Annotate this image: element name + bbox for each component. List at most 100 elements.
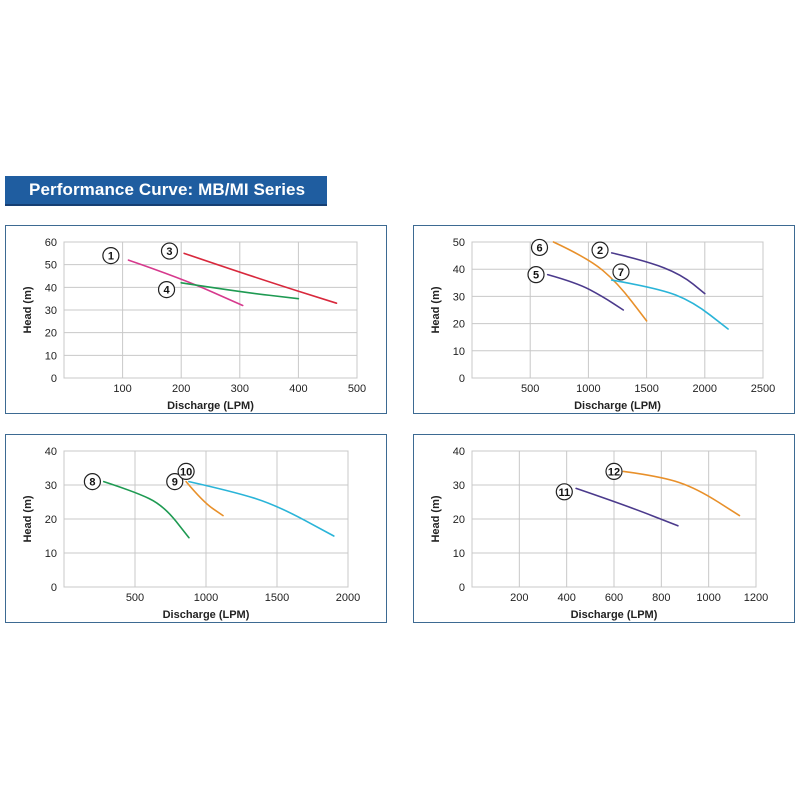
y-tick-label: 10 — [453, 548, 465, 560]
series-badge-1 — [102, 247, 120, 265]
series-badge-label-11: 11 — [558, 487, 570, 499]
title-banner: Performance Curve: MB/MI Series — [5, 176, 327, 206]
y-tick-label: 10 — [453, 346, 465, 358]
y-axis-label: Head (m) — [430, 495, 442, 542]
y-tick-label: 0 — [51, 582, 57, 594]
chart-panel-1: 0 10 20 30 40 50 60 100 200 300 400 500 Discharge (L… — [5, 225, 387, 414]
y-tick-label: 30 — [45, 480, 57, 492]
series-badge-label-5: 5 — [533, 270, 539, 282]
plot-frame — [63, 450, 349, 588]
y-tick-label: 30 — [453, 480, 465, 492]
series-line-7 — [610, 279, 729, 330]
series-badge-label-10: 10 — [180, 466, 192, 478]
x-tick-label: 800 — [652, 592, 670, 604]
y-tick-label: 10 — [45, 548, 57, 560]
series-badge-10 — [177, 462, 195, 481]
series-badge-label-6: 6 — [536, 242, 542, 254]
series-line-3 — [183, 252, 338, 304]
x-tick-label: 100 — [113, 383, 131, 395]
series-badge-label-12: 12 — [608, 466, 620, 478]
x-tick-label: 2000 — [336, 592, 360, 604]
y-tick-label: 40 — [453, 446, 465, 458]
series-badge-4 — [157, 280, 176, 299]
y-tick-label: 30 — [453, 291, 465, 303]
y-tick-label: 10 — [45, 350, 57, 362]
series-line-5 — [546, 273, 625, 311]
y-axis-label: Head (m) — [22, 495, 34, 542]
chart-panel-3: 0 10 20 30 40 500 1000 1500 2000 Discharge (LPM) H… — [5, 434, 387, 623]
series-badge-11 — [555, 483, 573, 501]
series-line-8 — [102, 480, 190, 539]
chart-svg-2: 0 10 20 30 40 50 500 1000 1500 2000 2500 Discharge … — [430, 237, 775, 412]
series-line-1 — [127, 259, 244, 307]
series-badge-label-7: 7 — [618, 267, 624, 279]
y-tick-label: 60 — [45, 237, 57, 249]
y-tick-label: 30 — [45, 305, 57, 317]
series-badge-2 — [591, 241, 609, 259]
x-tick-label: 400 — [289, 383, 307, 395]
series-badge-8 — [83, 472, 102, 491]
x-tick-label: 200 — [172, 383, 190, 395]
y-tick-label: 20 — [453, 319, 465, 331]
series-badge-label-4: 4 — [163, 285, 170, 297]
x-tick-label: 1000 — [194, 592, 218, 604]
x-tick-label: 1500 — [265, 592, 289, 604]
y-tick-label: 0 — [459, 582, 465, 594]
x-tick-label: 400 — [557, 592, 575, 604]
x-tick-label: 600 — [605, 592, 623, 604]
series-badge-7 — [612, 263, 630, 281]
y-tick-label: 40 — [45, 282, 57, 294]
series-line-6 — [552, 241, 648, 322]
x-axis-label: Discharge (LPM) — [571, 609, 658, 621]
x-tick-label: 500 — [348, 383, 366, 395]
x-tick-label: 500 — [521, 383, 539, 395]
x-tick-label: 2500 — [751, 383, 775, 395]
y-tick-label: 20 — [45, 328, 57, 340]
chart-panel-2: 0 10 20 30 40 50 500 1000 1500 2000 2500 Discharge … — [413, 225, 795, 414]
plot-frame — [471, 450, 757, 588]
x-axis-label: Discharge (LPM) — [574, 400, 661, 412]
y-tick-label: 0 — [51, 373, 57, 385]
x-tick-label: 500 — [126, 592, 144, 604]
y-axis-label: Head (m) — [430, 286, 442, 333]
series-badge-label-3: 3 — [166, 246, 172, 258]
chart-svg-4: 0 10 20 30 40 200 400 600 800 1000 1200 Discharge (… — [430, 446, 768, 621]
y-tick-label: 20 — [45, 514, 57, 526]
y-tick-label: 50 — [45, 260, 57, 272]
y-axis-label: Head (m) — [22, 286, 34, 333]
series-badge-label-8: 8 — [89, 477, 95, 489]
y-tick-label: 50 — [453, 237, 465, 249]
series-line-10 — [188, 480, 335, 537]
series-line-2 — [610, 252, 706, 295]
x-tick-label: 1000 — [576, 383, 600, 395]
x-axis-label: Discharge (LPM) — [167, 400, 254, 412]
series-badge-5 — [527, 266, 545, 284]
x-tick-label: 200 — [510, 592, 528, 604]
series-line-11 — [575, 487, 679, 527]
series-badge-3 — [160, 242, 179, 260]
x-axis-label: Discharge (LPM) — [163, 609, 250, 621]
series-badge-9 — [166, 472, 184, 491]
series-line-9 — [185, 480, 224, 517]
series-badge-6 — [530, 238, 549, 257]
plot-frame — [471, 241, 764, 379]
x-tick-label: 1500 — [634, 383, 658, 395]
series-badge-12 — [605, 462, 623, 481]
y-tick-label: 0 — [459, 373, 465, 385]
series-line-12 — [622, 470, 741, 517]
x-tick-label: 300 — [231, 383, 249, 395]
page-title: Performance Curve: MB/MI Series — [29, 180, 306, 199]
chart-svg-3: 0 10 20 30 40 500 1000 1500 2000 Discharge (LPM) H… — [22, 446, 360, 621]
y-tick-label: 20 — [453, 514, 465, 526]
series-badge-label-2: 2 — [597, 245, 603, 257]
series-badge-label-9: 9 — [172, 477, 178, 489]
plot-frame — [63, 241, 358, 379]
series-line-4 — [180, 282, 300, 300]
series-badge-label-1: 1 — [108, 251, 114, 263]
x-tick-label: 2000 — [693, 383, 717, 395]
chart-panel-4: 0 10 20 30 40 200 400 600 800 1000 1200 Discharge (… — [413, 434, 795, 623]
chart-svg-1: 0 10 20 30 40 50 60 100 200 300 400 500 Discharge (L… — [22, 237, 366, 412]
x-tick-label: 1200 — [744, 592, 768, 604]
x-tick-label: 1000 — [696, 592, 720, 604]
y-tick-label: 40 — [45, 446, 57, 458]
